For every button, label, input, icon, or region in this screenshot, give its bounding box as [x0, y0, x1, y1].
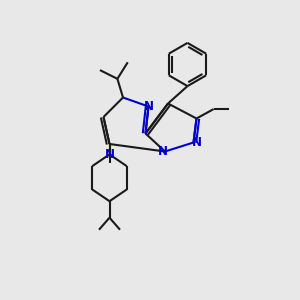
- Text: N: N: [192, 136, 202, 149]
- Text: N: N: [143, 100, 154, 113]
- Text: N: N: [104, 148, 115, 161]
- Text: N: N: [158, 145, 168, 158]
